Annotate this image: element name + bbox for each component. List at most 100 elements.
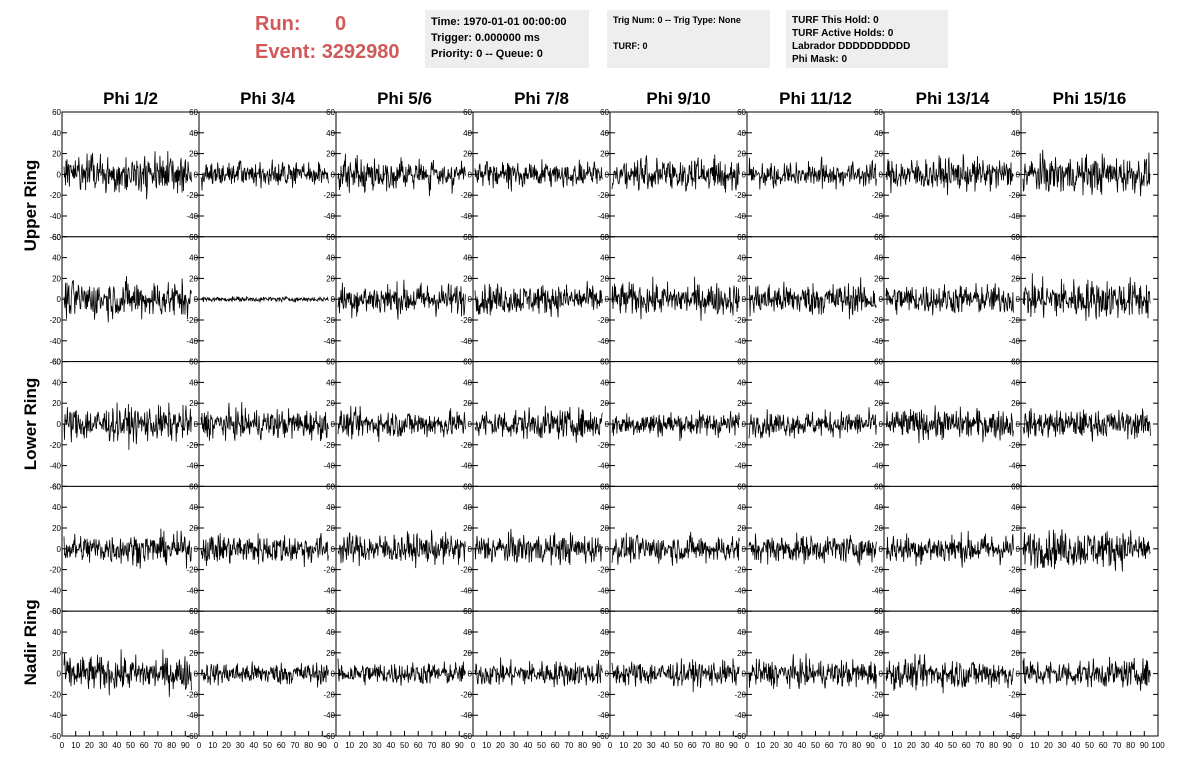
y-tick-label: -20 bbox=[49, 566, 61, 575]
y-tick-label: 0 bbox=[1016, 670, 1021, 679]
y-tick-label: 20 bbox=[1011, 649, 1020, 658]
y-tick-label: 20 bbox=[600, 649, 609, 658]
y-tick-label: 60 bbox=[326, 358, 335, 367]
y-tick-label: 40 bbox=[737, 378, 746, 387]
y-tick-label: 20 bbox=[874, 649, 883, 658]
y-tick-label: 60 bbox=[52, 233, 61, 242]
x-tick-label: 90 bbox=[455, 741, 464, 750]
waveform-trace bbox=[885, 405, 1014, 444]
y-tick-label: 60 bbox=[52, 482, 61, 491]
y-tick-label: -20 bbox=[1008, 441, 1020, 450]
x-tick-label: 70 bbox=[290, 741, 299, 750]
x-tick-label: 70 bbox=[701, 741, 710, 750]
waveform-trace bbox=[474, 528, 603, 566]
y-tick-label: 40 bbox=[737, 254, 746, 263]
y-tick-label: 0 bbox=[331, 420, 336, 429]
y-tick-label: 40 bbox=[463, 503, 472, 512]
x-tick-label: 10 bbox=[345, 741, 354, 750]
y-tick-label: 20 bbox=[326, 399, 335, 408]
x-tick-label: 80 bbox=[852, 741, 861, 750]
labrador-text: Labrador DDDDDDDDDD bbox=[792, 41, 911, 52]
y-tick-label: 40 bbox=[874, 378, 883, 387]
y-tick-label: 60 bbox=[737, 607, 746, 616]
y-tick-label: -20 bbox=[323, 690, 335, 699]
x-tick-label: 90 bbox=[318, 741, 327, 750]
x-tick-label: 20 bbox=[907, 741, 916, 750]
y-tick-label: -20 bbox=[1008, 316, 1020, 325]
x-tick-label: 70 bbox=[975, 741, 984, 750]
y-tick-label: 20 bbox=[737, 524, 746, 533]
y-tick-label: -60 bbox=[186, 732, 198, 741]
trig-num-text: Trig Num: 0 -- Trig Type: None bbox=[613, 15, 741, 25]
turf-active-text: TURF Active Holds: 0 bbox=[792, 28, 894, 39]
y-tick-label: -20 bbox=[1008, 690, 1020, 699]
y-tick-label: 20 bbox=[189, 524, 198, 533]
waveform-trace bbox=[611, 276, 740, 321]
event-value: 3292980 bbox=[321, 41, 400, 63]
y-tick-label: -40 bbox=[734, 586, 746, 595]
y-tick-label: 0 bbox=[879, 670, 884, 679]
plot-frame bbox=[472, 236, 611, 363]
y-tick-label: -60 bbox=[49, 482, 61, 491]
y-tick-label: 40 bbox=[1011, 378, 1020, 387]
y-tick-label: 60 bbox=[874, 108, 883, 117]
phi-header: Phi 9/10 bbox=[646, 89, 710, 108]
y-tick-label: 60 bbox=[326, 108, 335, 117]
plot-frame bbox=[198, 610, 337, 737]
y-tick-label: -20 bbox=[323, 566, 335, 575]
x-tick-label: 60 bbox=[414, 741, 423, 750]
x-tick-label: 60 bbox=[277, 741, 286, 750]
ring-label: Lower Ring bbox=[21, 378, 40, 471]
y-tick-label: 60 bbox=[189, 482, 198, 491]
y-tick-label: 40 bbox=[189, 628, 198, 637]
waveform-trace bbox=[748, 407, 877, 439]
x-tick-label: 60 bbox=[688, 741, 697, 750]
y-tick-label: -20 bbox=[734, 566, 746, 575]
y-tick-label: 40 bbox=[600, 254, 609, 263]
y-tick-label: 20 bbox=[874, 150, 883, 159]
waveform-trace bbox=[748, 653, 877, 690]
y-tick-label: 0 bbox=[194, 295, 199, 304]
y-tick-label: -20 bbox=[734, 316, 746, 325]
y-tick-label: -40 bbox=[734, 337, 746, 346]
x-tick-label: 0 bbox=[334, 741, 339, 750]
y-tick-label: 20 bbox=[463, 274, 472, 283]
y-tick-label: -20 bbox=[597, 441, 609, 450]
x-tick-label: 80 bbox=[167, 741, 176, 750]
waveform-trace bbox=[1022, 529, 1151, 572]
waveform-trace bbox=[885, 154, 1014, 196]
y-tick-label: 20 bbox=[600, 150, 609, 159]
y-tick-label: 60 bbox=[874, 233, 883, 242]
y-tick-label: -20 bbox=[460, 441, 472, 450]
waveform-trace bbox=[63, 402, 192, 450]
y-tick-label: 20 bbox=[737, 399, 746, 408]
y-tick-label: 40 bbox=[600, 378, 609, 387]
y-tick-label: 0 bbox=[57, 545, 62, 554]
y-tick-label: 40 bbox=[189, 378, 198, 387]
y-tick-label: -20 bbox=[597, 316, 609, 325]
y-tick-label: 60 bbox=[1011, 108, 1020, 117]
x-tick-label: 0 bbox=[197, 741, 202, 750]
x-tick-label: 80 bbox=[989, 741, 998, 750]
y-tick-label: -40 bbox=[1008, 212, 1020, 221]
time-text: Time: 1970-01-01 00:00:00 bbox=[431, 16, 567, 28]
waveform-trace bbox=[474, 657, 603, 688]
waveform-trace bbox=[337, 153, 466, 197]
waveform-trace bbox=[63, 275, 192, 323]
y-tick-label: 0 bbox=[1016, 420, 1021, 429]
y-tick-label: -40 bbox=[597, 462, 609, 471]
y-tick-label: 40 bbox=[463, 378, 472, 387]
x-tick-label: 90 bbox=[729, 741, 738, 750]
y-tick-label: 0 bbox=[194, 670, 199, 679]
y-tick-label: 0 bbox=[605, 670, 610, 679]
x-tick-label: 50 bbox=[811, 741, 820, 750]
y-tick-label: 0 bbox=[605, 545, 610, 554]
plot-frame bbox=[335, 111, 474, 238]
y-tick-label: 20 bbox=[737, 150, 746, 159]
y-tick-label: 60 bbox=[189, 607, 198, 616]
y-tick-label: 60 bbox=[1011, 607, 1020, 616]
y-tick-label: 40 bbox=[737, 628, 746, 637]
y-tick-label: 0 bbox=[742, 670, 747, 679]
waveform-trace bbox=[63, 649, 192, 697]
y-tick-label: -20 bbox=[597, 690, 609, 699]
